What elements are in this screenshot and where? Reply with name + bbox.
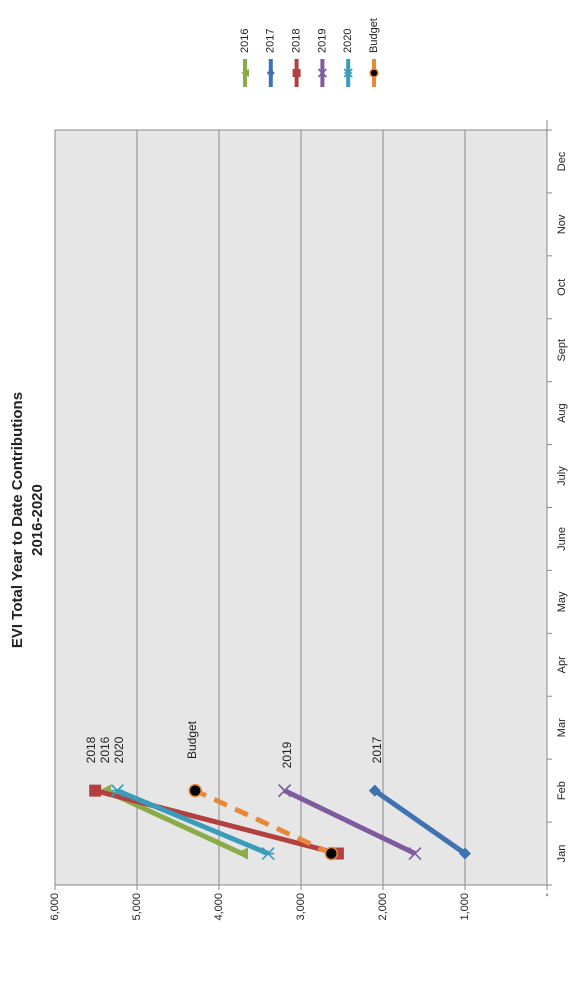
series-line (116, 788, 270, 856)
annotation: Budget (185, 720, 199, 759)
x-tick-label: Feb (556, 781, 568, 800)
y-tick-label: 6,000 (49, 893, 61, 921)
legend-label: 2018 (291, 29, 303, 53)
rotated-chart: EVI Total Year to Date Contributions 201… (9, 18, 568, 920)
marker (241, 69, 249, 77)
annotation: 2017 (370, 736, 384, 763)
legend-label: Budget (368, 18, 380, 53)
marker (89, 784, 102, 797)
marker (278, 784, 292, 798)
marker (317, 68, 327, 78)
marker (235, 847, 248, 860)
series-line (94, 788, 339, 856)
series-line (283, 788, 417, 856)
marker (343, 68, 353, 78)
y-tick-label: - (541, 893, 553, 897)
legend-label: 2020 (342, 29, 354, 53)
annotation: 2016 (98, 736, 112, 763)
y-tick-label: 3,000 (295, 893, 307, 921)
marker (188, 783, 202, 798)
chart-title: EVI Total Year to Date Contributions (9, 392, 26, 648)
marker (369, 68, 379, 78)
x-tick-label: Sept (556, 339, 568, 362)
marker (292, 69, 301, 77)
x-tick-label: June (556, 527, 568, 551)
chart-subtitle: 2016-2020 (29, 484, 46, 556)
x-tick-label: May (556, 591, 568, 612)
legend-label: 2017 (265, 29, 277, 53)
marker (266, 69, 275, 77)
marker (324, 846, 339, 861)
x-tick-label: Aug (556, 403, 568, 423)
series-line (373, 788, 467, 856)
y-tick-label: 4,000 (213, 893, 225, 921)
marker (408, 846, 422, 861)
x-tick-label: July (556, 466, 568, 486)
x-tick-label: Dec (556, 151, 568, 171)
marker (368, 784, 381, 797)
x-tick-label: Oct (556, 279, 568, 296)
annotation: 2019 (280, 741, 294, 768)
x-tick-label: Apr (556, 656, 568, 673)
legend-label: 2019 (316, 29, 328, 53)
marker (261, 846, 275, 861)
x-tick-label: Nov (556, 214, 568, 234)
x-tick-label: Mar (556, 718, 568, 737)
y-tick-label: 1,000 (459, 893, 471, 921)
y-tick-label: 2,000 (377, 893, 389, 921)
legend-label: 2016 (239, 29, 251, 53)
marker (110, 784, 124, 798)
series-line (194, 788, 333, 856)
y-tick-label: 5,000 (131, 893, 143, 921)
marker (459, 847, 471, 860)
annotation: 2018 (84, 736, 98, 763)
annotation: 2020 (112, 736, 126, 763)
x-tick-label: Jan (556, 845, 568, 863)
